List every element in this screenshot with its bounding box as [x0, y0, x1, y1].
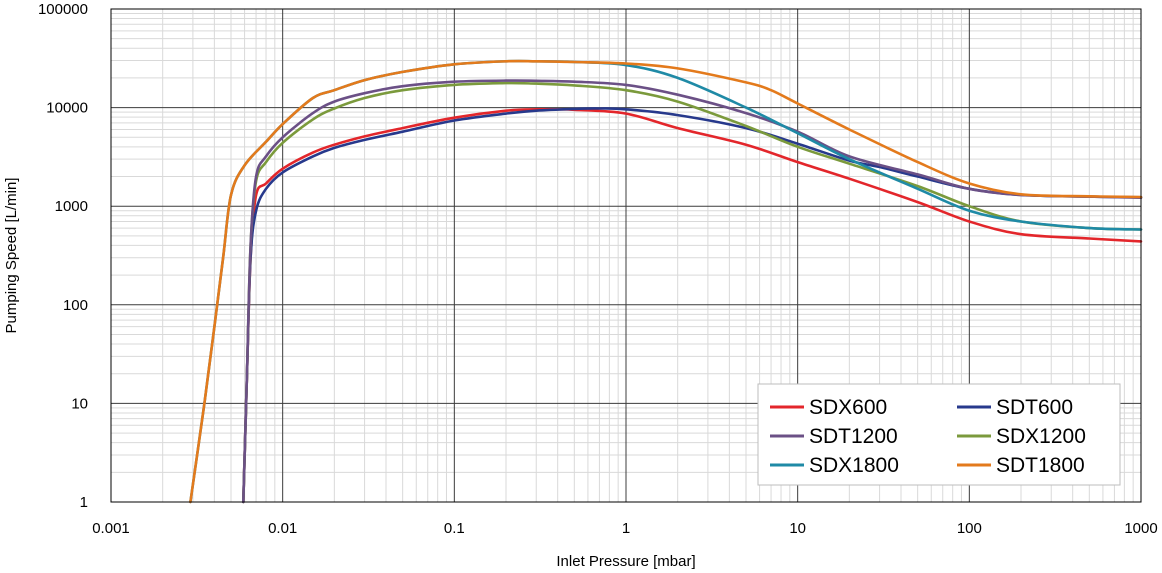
y-tick-label: 10: [71, 395, 88, 412]
series-line-sdt1800: [189, 59, 1143, 504]
x-tick-label: 1000: [1124, 520, 1157, 537]
series-line-sdt1200: [242, 79, 1143, 504]
legend-label: SDT600: [996, 396, 1073, 419]
legend-label: SDT1200: [809, 425, 898, 448]
x-tick-label: 100: [957, 520, 982, 537]
series-lines: [189, 59, 1143, 504]
plot-area-border: [110, 8, 1142, 503]
x-tick-label: 0.1: [444, 520, 465, 537]
x-tick-label: 0.001: [92, 520, 130, 537]
y-tick-label: 1: [80, 494, 88, 511]
x-tick-label: 1: [622, 520, 630, 537]
legend-label: SDX600: [809, 396, 887, 419]
series-line-sdt600: [242, 107, 1143, 504]
y-tick-label: 10000: [46, 100, 88, 117]
series-line-sdx600: [242, 107, 1143, 504]
y-axis-title: Pumping Speed [L/min]: [3, 178, 20, 334]
y-tick-label: 100000: [38, 1, 88, 18]
legend-label: SDT1800: [996, 454, 1085, 477]
legend-box: [757, 383, 1121, 486]
x-axis-title: Inlet Pressure [mbar]: [556, 553, 695, 570]
legend-label: SDX1800: [809, 454, 899, 477]
y-tick-label: 100: [63, 297, 88, 314]
y-tick-label: 1000: [55, 198, 88, 215]
x-tick-label: 10: [789, 520, 806, 537]
legend: SDX600 SDT600 SDT1200 SDX1200 SDX1800 SDT1800: [757, 383, 1121, 486]
y-axis-tick-labels: 1 10 100 1000 10000 100000: [38, 1, 88, 511]
legend-label: SDX1200: [996, 425, 1086, 448]
x-tick-label: 0.01: [268, 520, 297, 537]
x-axis-tick-labels: 0.001 0.01 0.1 1 10 100 1000: [92, 520, 1157, 537]
